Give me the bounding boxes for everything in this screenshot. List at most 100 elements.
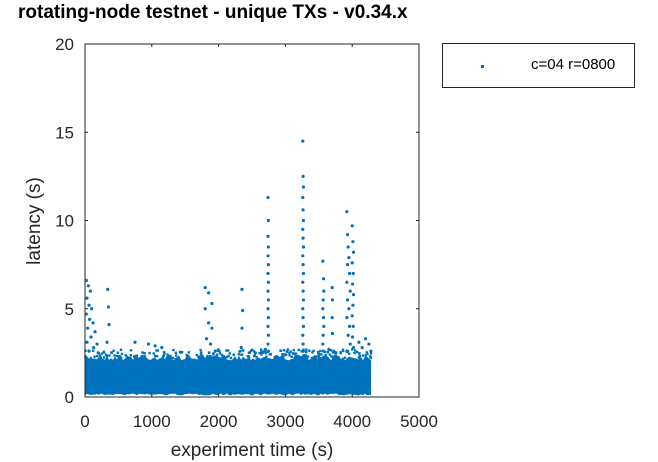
data-point [96,351,100,355]
data-point [301,139,305,143]
data-point [92,345,96,350]
data-point [351,303,355,307]
data-point [321,342,325,346]
data-point [350,314,354,318]
data-point [203,285,207,290]
data-point [301,174,305,178]
data-point [301,315,305,320]
data-point [321,277,326,281]
data-point [322,324,326,328]
data-point [351,345,356,350]
data-point [369,349,373,353]
data-point [93,330,97,334]
data-point [346,245,350,249]
y-axis: 0 5 10 15 20 [55,35,419,407]
data-point [266,289,270,293]
data-point [322,289,326,293]
legend-marker-icon [481,65,484,68]
data-point [206,291,211,295]
data-point [345,233,350,237]
data-point [133,340,137,344]
data-point [330,298,335,302]
data-point [348,289,352,293]
data-point [204,337,209,341]
data-point [351,271,355,276]
data-point [330,315,334,320]
data-point [266,234,270,238]
data-point [301,263,305,267]
data-point [321,349,326,353]
data-point [321,307,325,311]
data-point [106,305,110,309]
data-point [84,312,88,316]
data-point [85,296,89,300]
x-tick-label: 1000 [133,412,171,431]
data-point [327,347,331,351]
data-point [330,331,335,336]
data-point [301,271,306,276]
data-point [301,208,305,212]
data-point [321,333,325,337]
data-point [301,280,305,284]
data-point [321,315,326,320]
data-point [345,210,349,214]
data-point [266,280,270,284]
data-point [350,261,354,265]
data-point [347,271,352,276]
y-tick-label: 15 [55,123,74,142]
data-point [350,282,355,286]
data-point [301,236,305,240]
data-point [253,351,257,355]
data-point [350,224,354,228]
data-point [301,218,306,223]
data-point [208,342,213,346]
data-point [213,349,217,353]
data-point [301,195,305,200]
x-tick-label: 0 [80,412,89,431]
data-point [210,326,214,330]
data-point [345,315,349,320]
data-point [153,344,157,348]
data-point [363,337,368,341]
data-point [203,307,207,311]
legend: c=04 r=0800 [442,43,635,88]
data-point [321,259,325,263]
data-point [345,298,350,302]
data-point [266,333,270,337]
data-point [266,195,270,200]
data-point [301,254,305,258]
data-point [266,254,270,258]
data-point [348,342,352,346]
data-point [301,349,306,353]
data-point [301,245,306,249]
data-point [88,289,92,293]
data-point [107,323,111,327]
data-point [266,349,270,353]
data-point [351,293,356,297]
data-point [90,307,94,311]
data-point [351,250,356,254]
data-point [88,317,92,321]
y-axis-label: latency (s) [24,177,45,265]
data-point [266,342,270,346]
data-point [106,287,110,291]
data-point [266,324,270,328]
data-point [266,307,270,311]
x-tick-label: 3000 [266,412,304,431]
data-point [301,342,305,346]
data-point [266,271,270,276]
data-point [266,245,270,249]
data-point [266,263,270,267]
data-point [357,340,361,344]
data-point [301,324,306,328]
data-point [301,227,305,231]
y-tick-label: 10 [55,212,74,231]
x-axis-label: experiment time (s) [171,440,334,461]
data-point [360,345,364,350]
data-point [105,340,109,344]
data-point [350,335,355,339]
data-point [160,345,164,350]
data-point [266,218,270,223]
data-point [347,307,351,311]
